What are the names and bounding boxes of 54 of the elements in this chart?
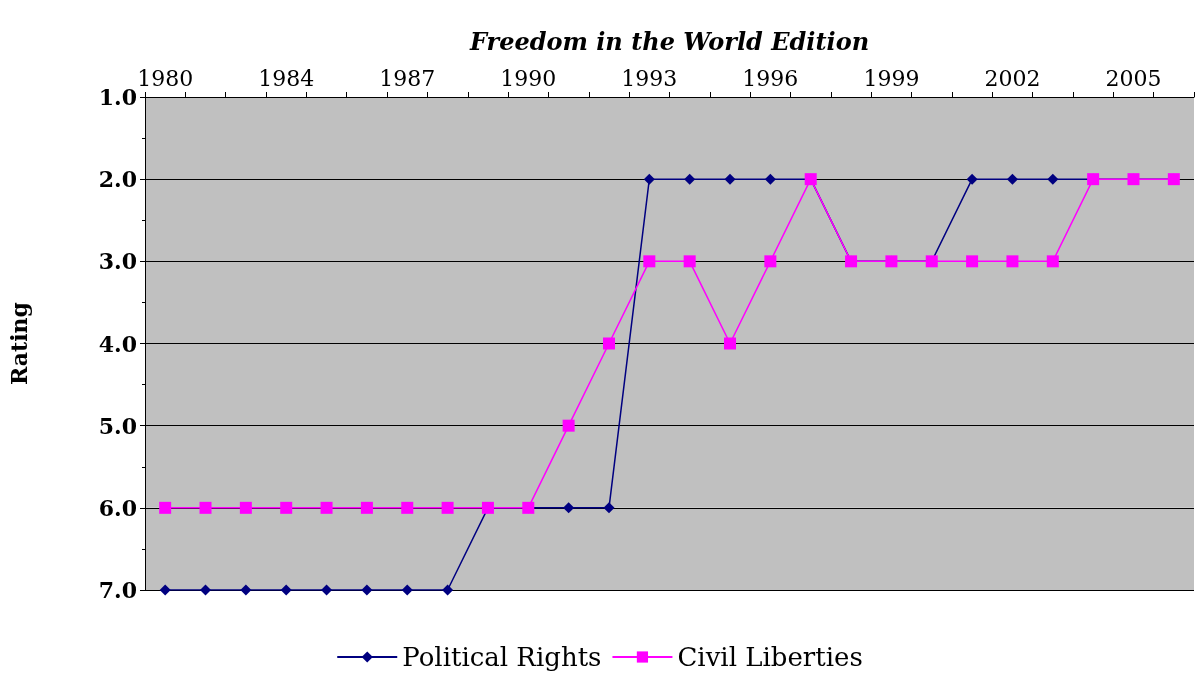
x-tick-label: 2005 (1105, 65, 1162, 91)
x-tick-label: 1996 (742, 65, 799, 91)
y-tick-label: 6.0 (98, 494, 137, 521)
point (603, 502, 615, 514)
point (239, 501, 252, 514)
y-tick-label: 4.0 (98, 330, 137, 357)
point (643, 255, 656, 268)
point (1046, 255, 1059, 268)
point (199, 501, 212, 514)
point (724, 173, 736, 185)
y-tick-label: 5.0 (98, 412, 137, 439)
point (966, 255, 979, 268)
point (321, 584, 333, 596)
x-tick-label: 2002 (984, 65, 1041, 91)
y-axis-title: Rating (6, 302, 32, 385)
y-tick-label: 7.0 (98, 577, 137, 603)
x-tick-label: 1990 (500, 65, 557, 91)
point (442, 584, 454, 596)
point (401, 501, 414, 514)
legend-label: Political Rights (402, 642, 602, 672)
point (1006, 173, 1018, 185)
point (240, 584, 252, 596)
point (361, 584, 373, 596)
point (563, 502, 575, 514)
point (683, 255, 696, 268)
point (724, 337, 737, 350)
point (200, 584, 212, 596)
point (1006, 255, 1019, 268)
point (159, 584, 171, 596)
point (1047, 173, 1059, 185)
legend-label: Civil Liberties (677, 642, 863, 672)
y-tick-label: 1.0 (98, 84, 137, 110)
point (280, 501, 293, 514)
x-tick-label: 1987 (379, 65, 436, 91)
point (562, 419, 575, 432)
point (643, 173, 655, 185)
x-tick-label: 1999 (863, 65, 920, 91)
point (764, 173, 776, 185)
point (360, 501, 373, 514)
point (320, 501, 333, 514)
point (684, 173, 696, 185)
point (441, 501, 454, 514)
point (159, 501, 172, 514)
x-axis-title: Freedom in the World Edition (468, 26, 870, 56)
x-tick-label: 1984 (258, 65, 315, 91)
y-tick-label: 3.0 (98, 248, 137, 275)
point (764, 255, 777, 268)
y-tick-label: 2.0 (98, 166, 137, 193)
point (280, 584, 292, 596)
point (602, 337, 615, 350)
x-tick-label: 1980 (137, 65, 194, 91)
x-tick-label: 1993 (621, 65, 678, 91)
point (401, 584, 413, 596)
point (966, 173, 978, 185)
